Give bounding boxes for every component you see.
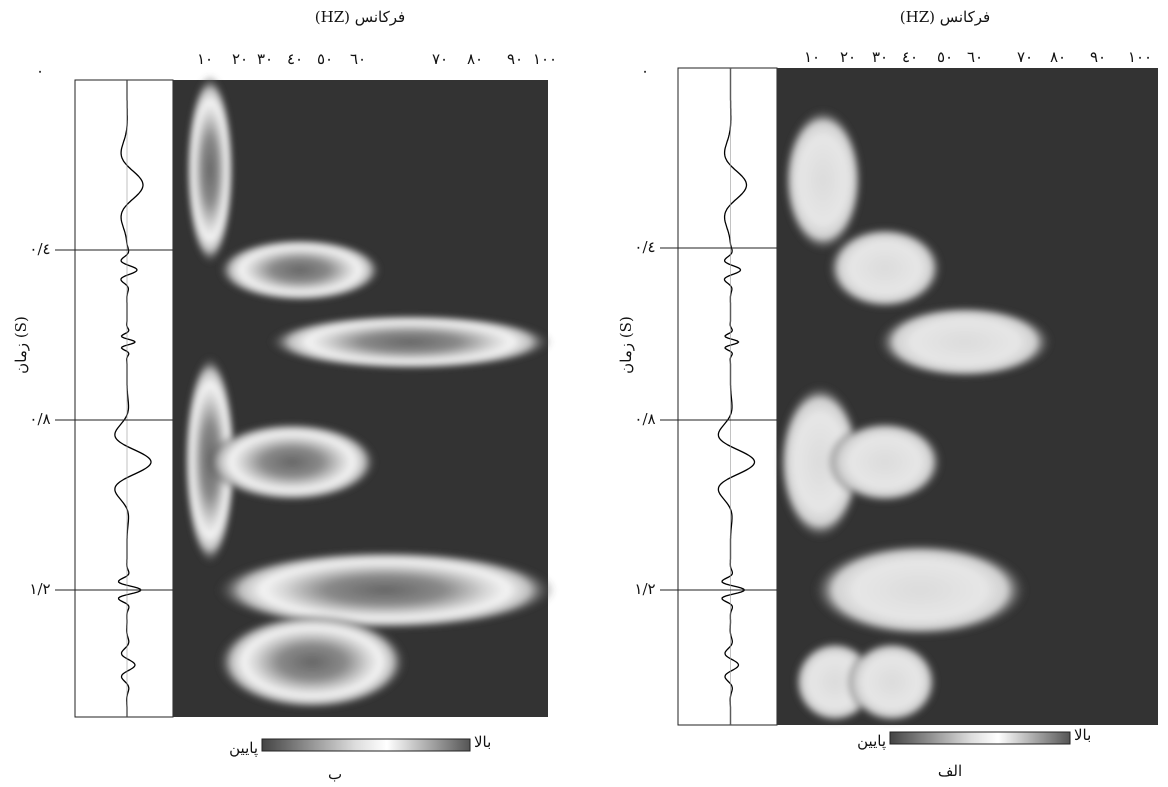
trace-box [678,68,777,725]
colorbar-high: بالا [1074,726,1091,744]
colorbar [262,739,470,751]
x-tick-label: ٦٠ [350,50,366,68]
figure: ٠٠/٤٠/٨١/٢١٠٢٠٣٠٤٠٥٠٦٠٧٠٨٠٩٠١٠٠(HZ) فرکا… [0,0,1168,787]
x-tick-label: ٤٠ [902,48,918,66]
x-tick-label: ٦٠ [967,48,983,66]
colorbar-high: بالا [474,733,491,751]
energy-blob [215,550,555,630]
x-tick-label: ٣٠ [872,48,888,66]
energy-blob [268,314,552,370]
x-tick-label: ١٠ [197,50,213,68]
y-tick-label: ٠ [641,62,649,80]
energy-blob [207,422,377,502]
x-tick-label: ٧٠ [1017,48,1033,66]
energy-blob [217,614,407,710]
energy-blob [827,420,943,504]
energy-blob [812,542,1028,638]
x-tick-label: ٩٠ [1090,48,1106,66]
x-tick-label: ٧٠ [432,50,448,68]
energy-blob [186,75,234,265]
y-axis-title: زمان (S) [12,316,30,374]
energy-blob [218,238,382,302]
colorbar-low: پایین [857,732,886,750]
y-tick-label: ١/٢ [634,580,655,598]
x-tick-label: ٥٠ [317,50,333,68]
x-tick-label: ٢٠ [232,50,248,68]
y-tick-label: ٠/٨ [29,410,50,428]
y-tick-label: ٠/٤ [634,238,655,256]
x-tick-label: ٢٠ [840,48,856,66]
y-tick-label: ٠/٨ [634,410,655,428]
x-tick-label: ٨٠ [467,50,483,68]
y-tick-label: ٠/٤ [29,240,50,258]
x-tick-label: ٤٠ [287,50,303,68]
x-axis-title: (HZ) فرکانس [315,8,405,26]
x-tick-label: ٩٠ [507,50,523,68]
panel: ٠ ٠/٤ ٠/٨ ١/٢ ١٠ ٢٠ ٣٠ ٤٠ ٥٠ ٦٠ ٧٠ ٨٠ ٩٠ ١٠٠ (HZ) فرکا… [12,8,557,783]
panel-caption: الف [938,762,962,780]
panel: ٠ ٠/٤ ٠/٨ ١/٢ ١٠ ٢٠ ٣٠ ٤٠ ٥٠ ٦٠ ٧٠ ٨٠ ٩٠ ١٠٠ (HZ) فرکا… [617,8,1158,780]
x-tick-label: ١٠٠ [1128,48,1152,66]
y-tick-label: ٠ [36,62,44,80]
energy-blob [783,108,863,252]
y-tick-label: ١/٢ [29,580,50,598]
energy-blob [846,640,938,724]
x-axis-title: (HZ) فرکانس [900,8,990,26]
energy-blob [877,305,1053,379]
trace-box [75,80,173,717]
y-axis-title: زمان (S) [617,316,635,374]
x-tick-label: ١٠ [804,48,820,66]
x-tick-label: ٨٠ [1050,48,1066,66]
x-tick-label: ١٠٠ [533,50,557,68]
energy-blob [827,226,943,310]
panel-caption: ب [328,765,342,783]
colorbar [890,732,1070,744]
x-tick-label: ٣٠ [257,50,273,68]
x-tick-label: ٥٠ [937,48,953,66]
colorbar-low: پایین [229,739,258,757]
